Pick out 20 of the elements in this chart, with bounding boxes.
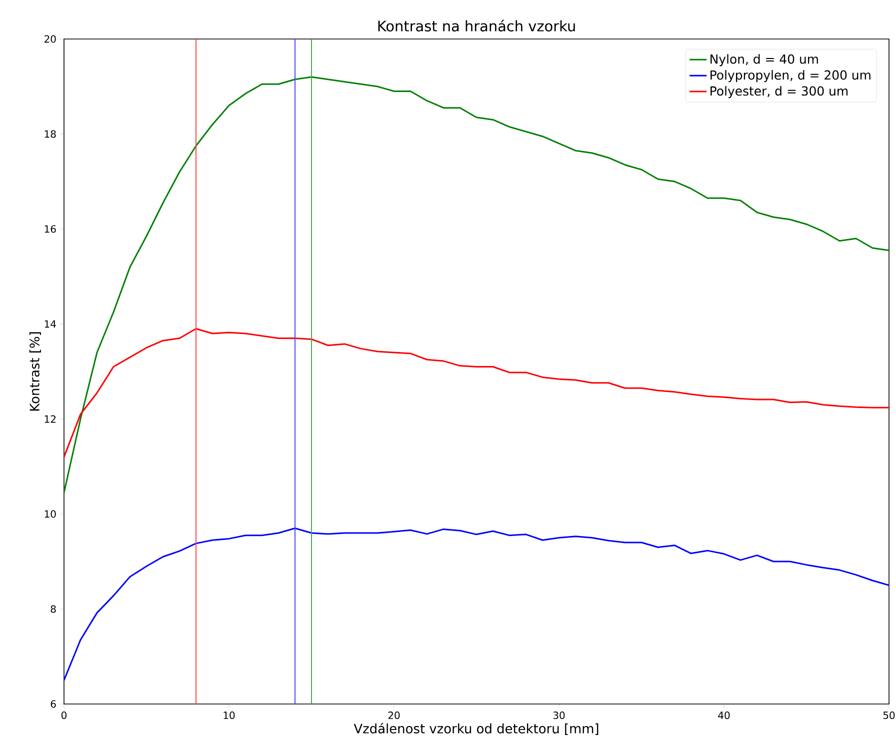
y-tick-label: 16 (44, 225, 56, 233)
y-tick-label: 18 (44, 130, 56, 138)
x-tick-label: 0 (61, 712, 67, 720)
legend-label: Nylon, d = 40 um (710, 54, 818, 66)
y-axis-title: Kontrast [%] (29, 332, 41, 411)
x-tick-label: 50 (883, 712, 895, 720)
x-tick-label: 10 (224, 712, 235, 720)
x-axis-title: Vzdálenost vzorku od detektoru [mm] (354, 722, 598, 735)
y-tick-label: 10 (44, 510, 56, 518)
x-tick-label: 30 (553, 712, 565, 720)
legend-label: Polyester, d = 300 um (710, 86, 848, 98)
chart-title: Kontrast na hranách vzorku (378, 20, 575, 32)
y-tick-label: 20 (44, 35, 56, 43)
x-tick-label: 40 (718, 712, 730, 720)
y-tick-label: 14 (44, 320, 56, 328)
y-tick-label: 6 (50, 700, 56, 708)
y-tick-label: 8 (50, 605, 56, 613)
y-tick-label: 12 (44, 415, 56, 423)
x-tick-label: 20 (388, 712, 400, 720)
legend-label: Polypropylen, d = 200 um (710, 70, 870, 82)
